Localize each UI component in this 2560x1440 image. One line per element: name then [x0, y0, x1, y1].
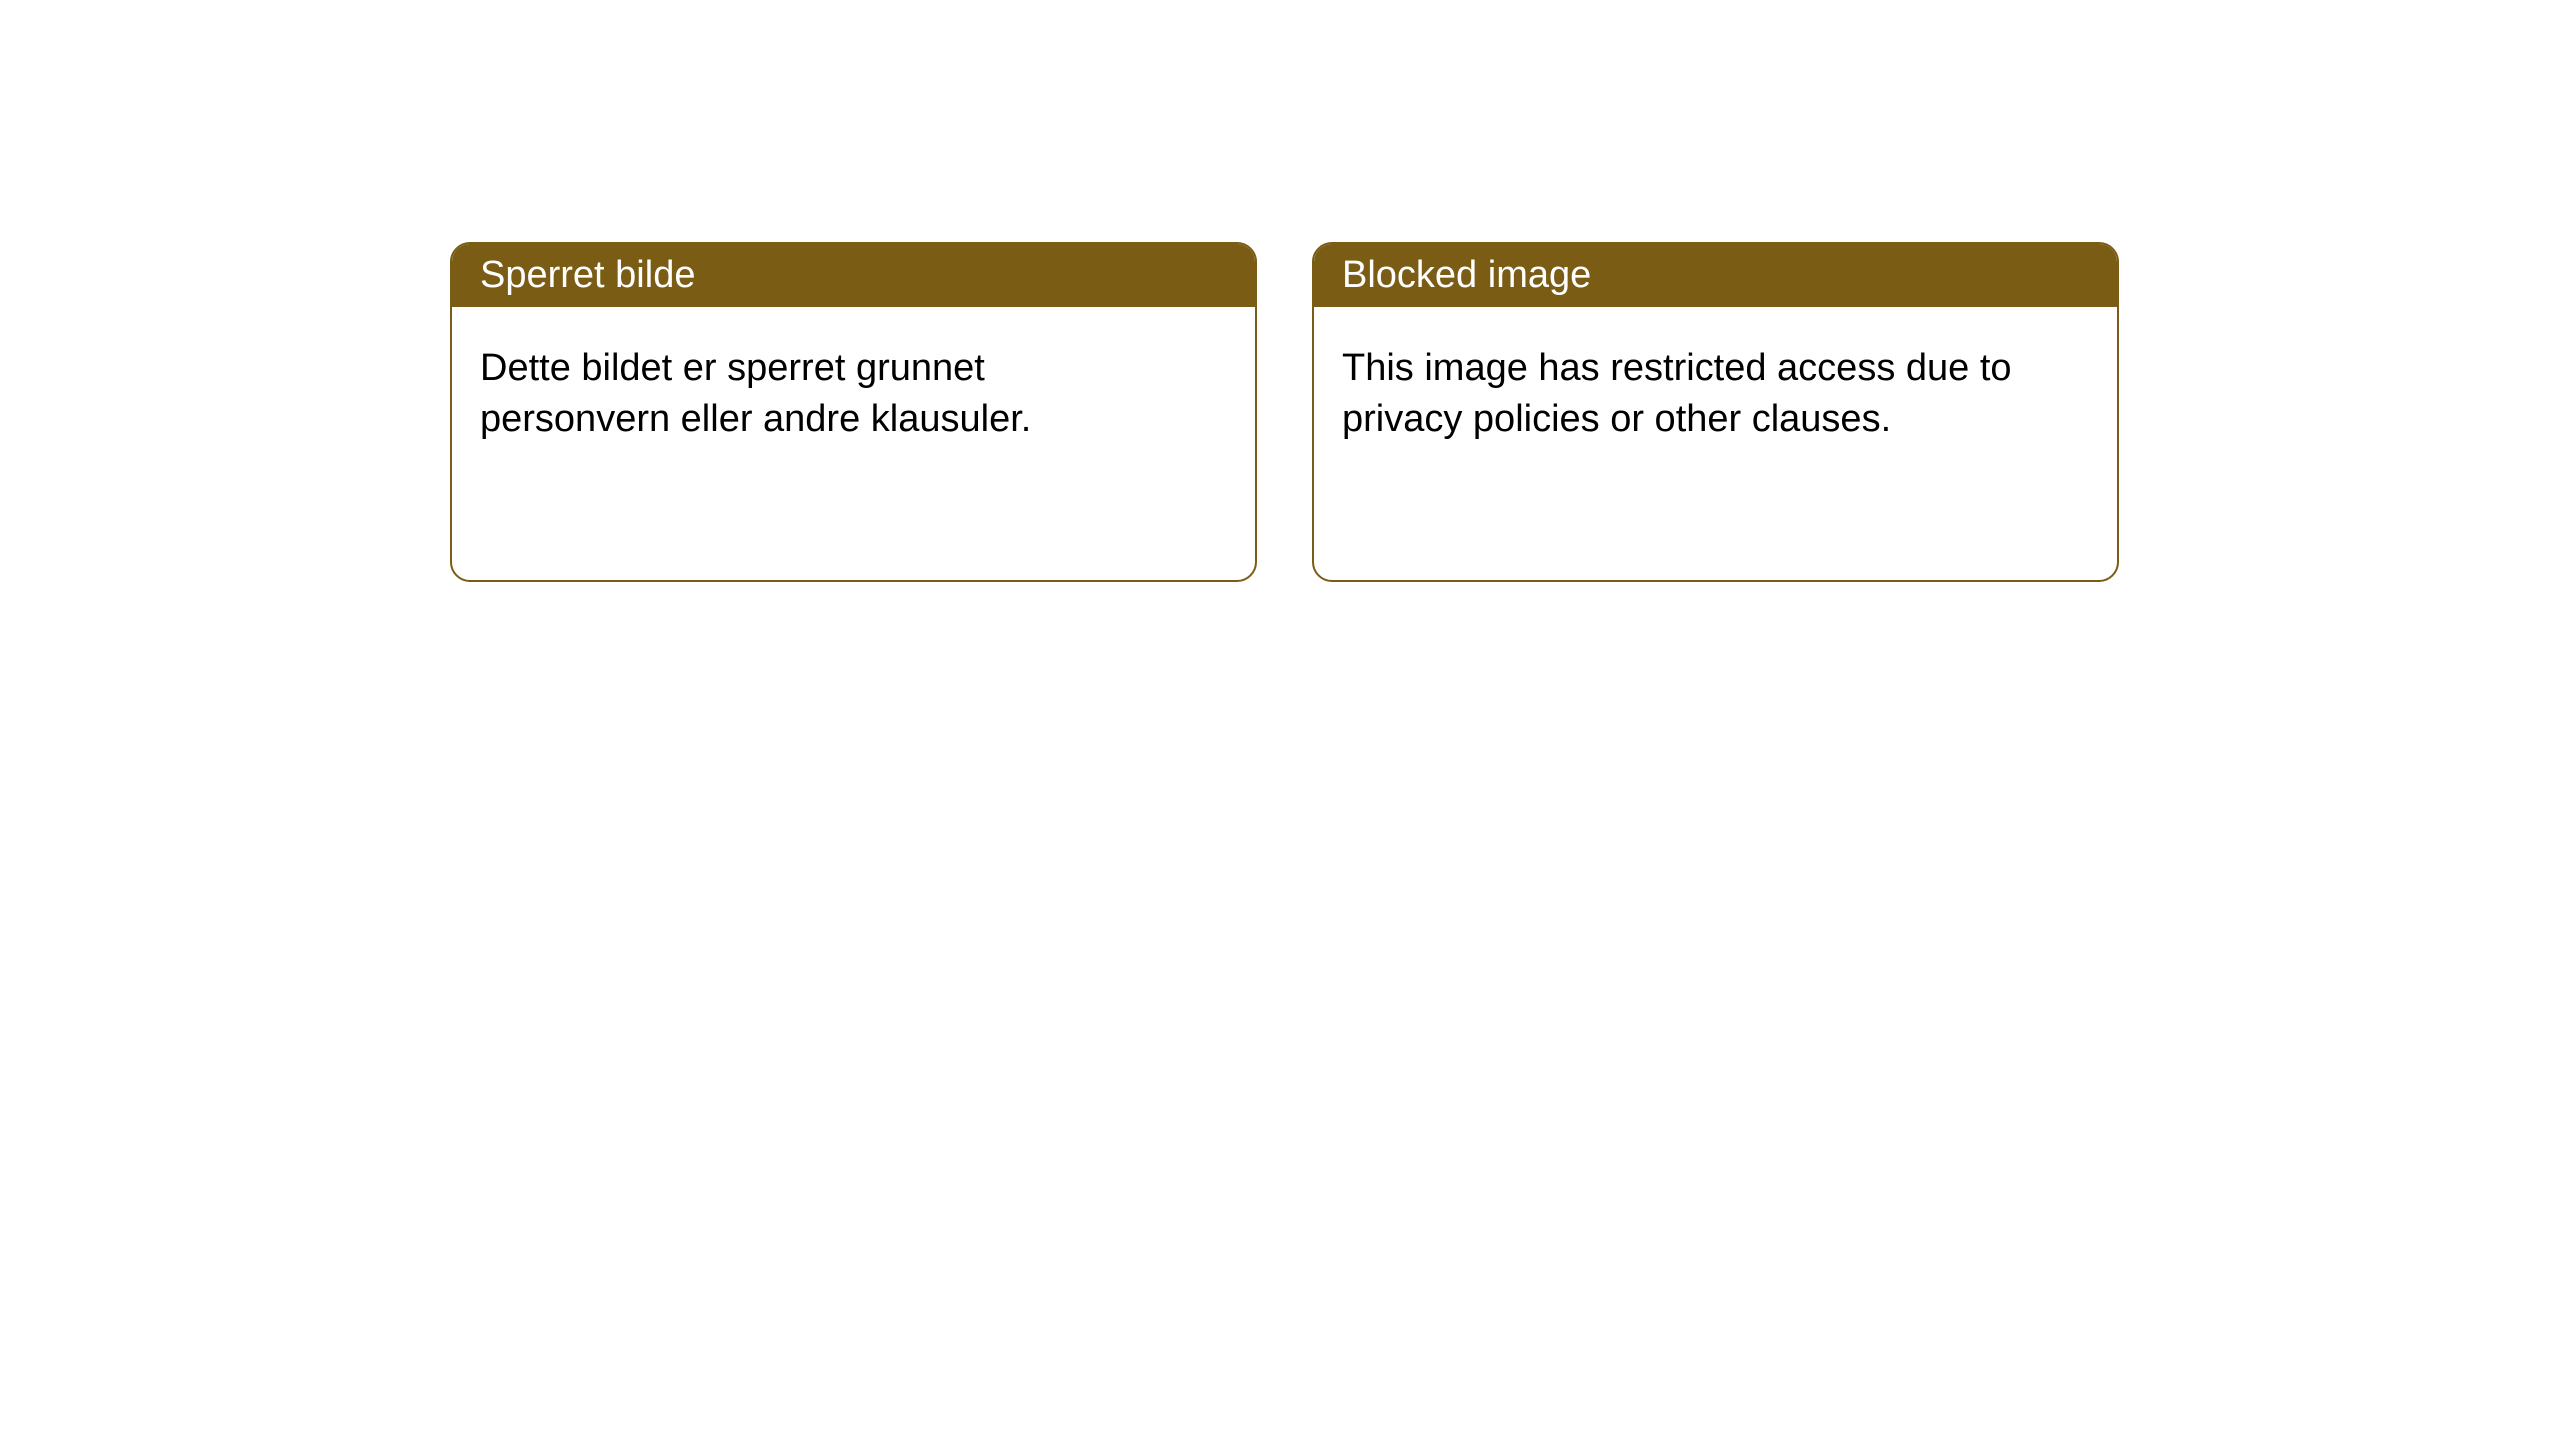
notice-card-text: Dette bildet er sperret grunnet personve… — [480, 343, 1180, 446]
notice-card-body: This image has restricted access due to … — [1314, 307, 2117, 482]
notice-card-text: This image has restricted access due to … — [1342, 343, 2042, 446]
notice-card-body: Dette bildet er sperret grunnet personve… — [452, 307, 1255, 482]
notice-container: Sperret bilde Dette bildet er sperret gr… — [0, 0, 2560, 582]
notice-card-english: Blocked image This image has restricted … — [1312, 242, 2119, 582]
notice-card-title: Blocked image — [1342, 254, 1591, 296]
notice-card-title: Sperret bilde — [480, 254, 695, 296]
notice-card-header: Blocked image — [1314, 244, 2117, 307]
notice-card-header: Sperret bilde — [452, 244, 1255, 307]
notice-card-norwegian: Sperret bilde Dette bildet er sperret gr… — [450, 242, 1257, 582]
